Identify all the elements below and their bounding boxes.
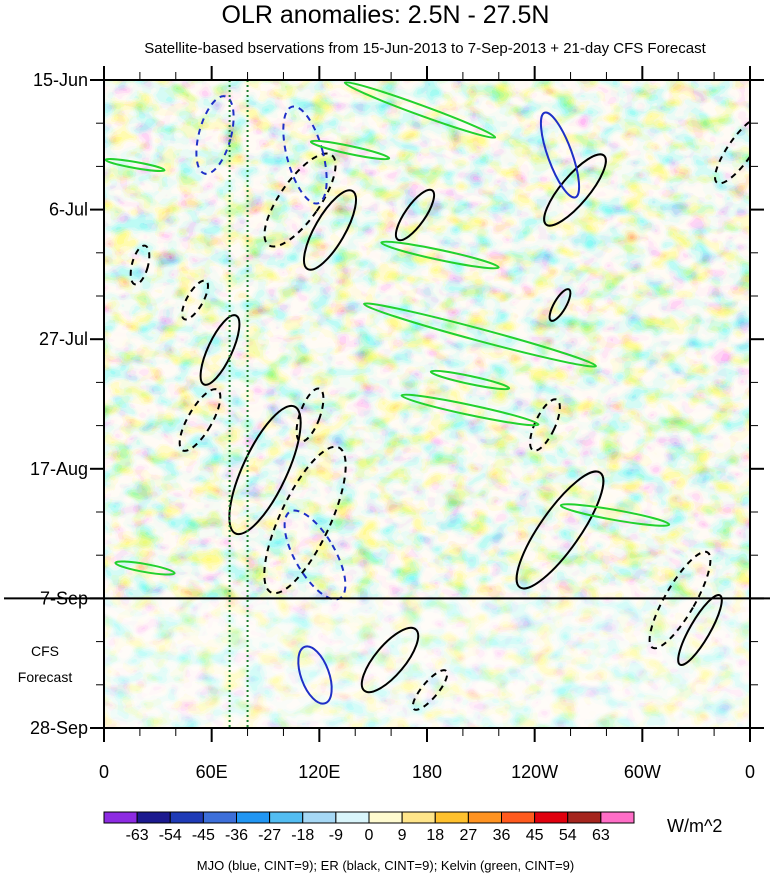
wave-contour (360, 626, 420, 694)
wave-contours (104, 81, 750, 711)
colorbar-units: W/m^2 (667, 816, 723, 836)
wave-contour (263, 445, 347, 595)
colorbar-swatch (600, 811, 635, 824)
forecast-shading (104, 599, 750, 728)
chart-title: OLR anomalies: 2.5N - 27.5N (221, 1, 550, 29)
colorbar-swatch (202, 811, 237, 824)
wave-contour (548, 288, 572, 322)
wave-contour (181, 279, 209, 321)
wave-contour (648, 550, 712, 650)
x-tick-label: 0 (99, 762, 109, 782)
colorbar-label: -36 (225, 827, 248, 844)
wave-contour (178, 388, 222, 452)
y-tick-label: 27-Jul (39, 329, 88, 349)
wave-contour (303, 189, 357, 271)
y-axis: 15-Jun 6-Jul 27-Jul 17-Aug 7-Sep 28-Sep (30, 70, 764, 738)
colorbar-swatch (236, 811, 271, 824)
colorbar-label: 27 (459, 827, 477, 844)
wave-contour (363, 302, 597, 368)
wave-contour (343, 81, 497, 139)
wave-contour (380, 240, 500, 270)
x-tick-label: 120W (511, 762, 558, 782)
colorbar-swatch (501, 811, 536, 824)
wave-contour (400, 393, 540, 427)
y-tick-label: 15-Jun (33, 70, 88, 90)
reference-lines (228, 80, 249, 728)
x-tick-label: 60W (624, 762, 661, 782)
wave-contour (104, 158, 166, 172)
y-tick-label: 17-Aug (30, 459, 88, 479)
colorbar-label: -54 (159, 827, 182, 844)
colorbar-swatch (567, 811, 602, 824)
colorbar-swatch (335, 811, 370, 824)
colorbar-label: 18 (426, 827, 444, 844)
x-axis: 0 60E 120E 180 120W 60W 0 (99, 66, 755, 782)
forecast-label: CFS Forecast (17, 643, 73, 685)
wave-contour (309, 139, 391, 161)
colorbar-swatch (467, 811, 502, 824)
colorbar-label: -63 (126, 827, 149, 844)
x-tick-label: 180 (412, 762, 442, 782)
y-tick-label: 6-Jul (49, 200, 88, 220)
colorbar-label: -18 (291, 827, 314, 844)
x-tick-label: 0 (745, 762, 755, 782)
wave-contour (129, 244, 151, 286)
wave-contour (539, 111, 581, 199)
wave-contour (228, 404, 302, 536)
wave-contour (114, 560, 176, 576)
colorbar-label: 9 (398, 827, 407, 844)
colorbar-swatch (534, 811, 569, 824)
colorbar-swatch (269, 811, 304, 824)
colorbar-label: 54 (559, 827, 577, 844)
colorbar-swatch (401, 811, 436, 824)
colorbar-swatch (169, 811, 204, 824)
wave-contour (263, 152, 337, 248)
colorbar-label: 0 (365, 827, 374, 844)
wave-contour (515, 470, 605, 590)
colorbar-label: 45 (526, 827, 544, 844)
wave-contour (297, 645, 333, 705)
wave-contour (529, 398, 561, 452)
colorbar-swatch (368, 811, 403, 824)
wave-contour (411, 669, 449, 711)
chart-subtitle: Satellite-based bservations from 15-Jun-… (144, 40, 706, 57)
colorbar-label: 36 (493, 827, 511, 844)
wave-contour (543, 153, 607, 227)
colorbar-swatch (103, 811, 138, 824)
colorbar-label: -9 (329, 827, 343, 844)
wave-contour (677, 594, 723, 666)
colorbar-label: -45 (192, 827, 215, 844)
wave-contour (559, 503, 671, 527)
colorbar-swatch (302, 811, 337, 824)
wave-contour (282, 105, 328, 205)
plot-area (4, 79, 770, 729)
colorbar-swatch (136, 811, 171, 824)
colorbar-label: -27 (258, 827, 281, 844)
y-tick-label: 7-Sep (40, 588, 88, 608)
y-tick-label: 28-Sep (30, 718, 88, 738)
wave-contour (295, 387, 325, 443)
wave-contour (394, 188, 436, 242)
wave-contour (429, 369, 511, 391)
colorbar-swatch (434, 811, 469, 824)
colorbar: -63 -54 -45 -36 -27 -18 -9 0 9 18 27 36 45 54 63 (103, 811, 635, 844)
colorbar-label: 63 (592, 827, 610, 844)
legend-note: MJO (blue, CINT=9); ER (black, CINT=9); … (196, 858, 575, 873)
x-tick-label: 60E (196, 762, 228, 782)
x-tick-label: 120E (298, 762, 340, 782)
wave-contour (199, 314, 241, 386)
